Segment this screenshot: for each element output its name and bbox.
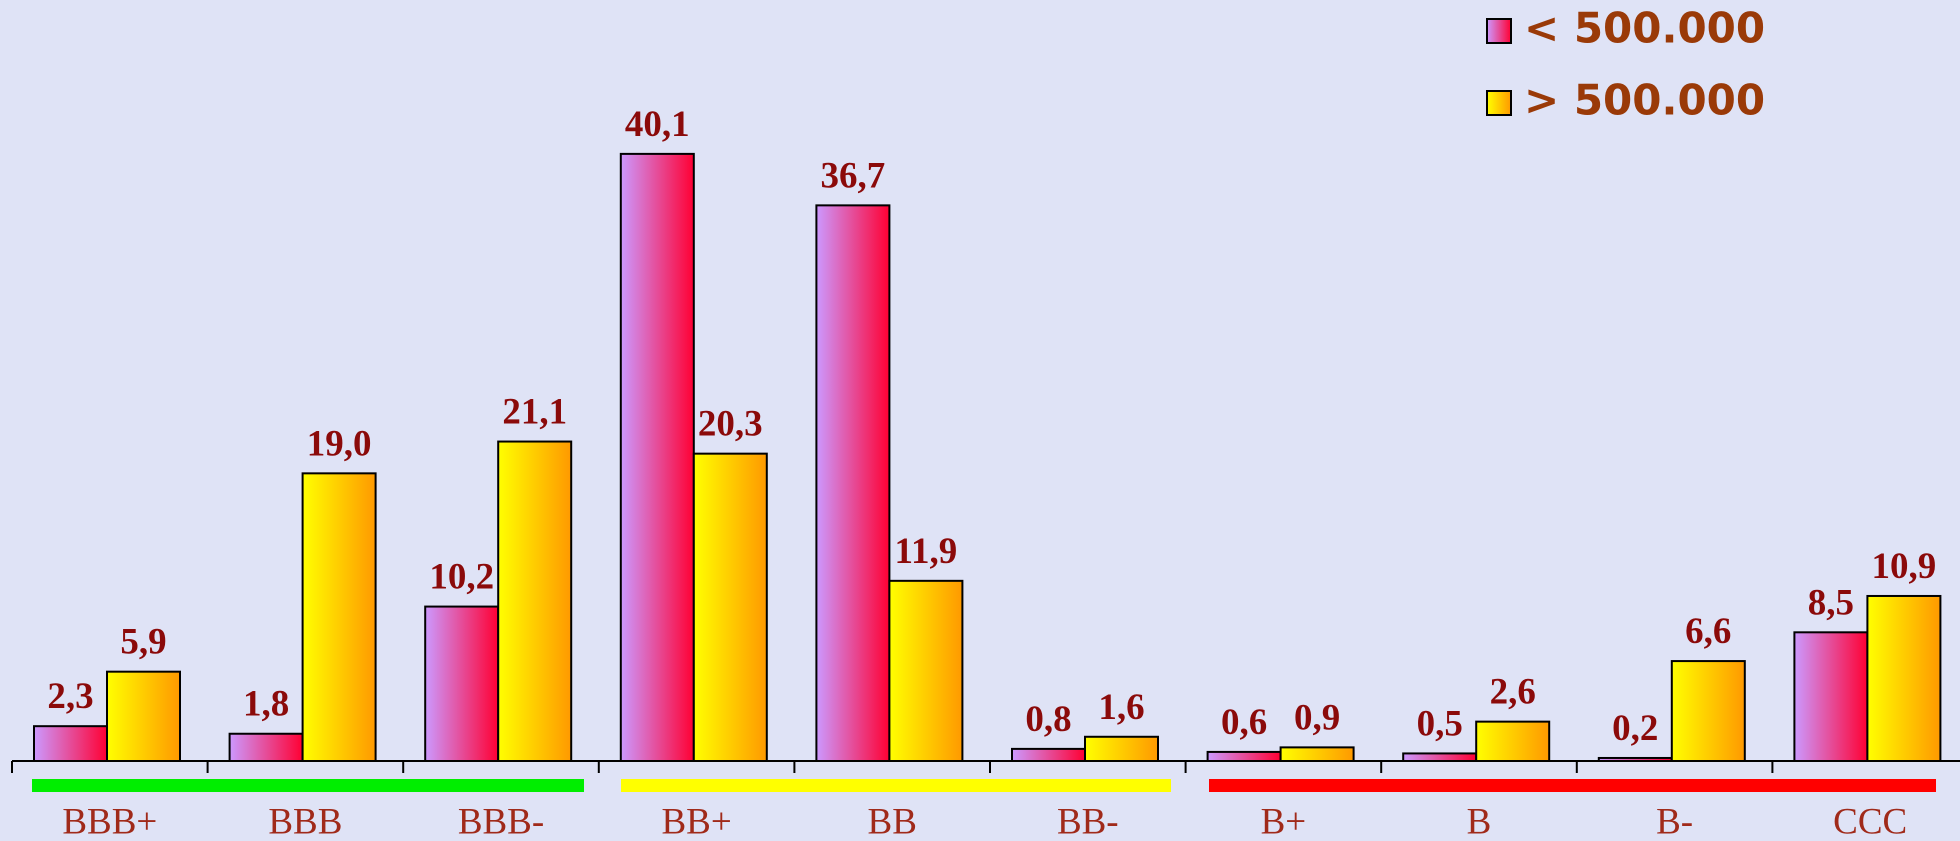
value-label: 0,2 bbox=[1612, 708, 1658, 749]
bar bbox=[1597, 756, 1673, 762]
value-label: 1,6 bbox=[1098, 687, 1144, 728]
bar bbox=[424, 605, 500, 763]
value-label: 0,9 bbox=[1294, 697, 1340, 738]
x-tick-label: BBB- bbox=[458, 801, 544, 841]
value-label: 2,6 bbox=[1490, 672, 1536, 713]
legend-swatch bbox=[1486, 18, 1512, 44]
investment-grade-band bbox=[32, 779, 584, 792]
bar bbox=[106, 670, 181, 763]
value-label: 0,5 bbox=[1417, 703, 1463, 744]
bar bbox=[1206, 750, 1282, 763]
bar bbox=[1475, 720, 1551, 762]
bar bbox=[1670, 660, 1746, 762]
legend-swatch bbox=[1486, 90, 1512, 116]
bar bbox=[301, 472, 377, 762]
bar bbox=[1084, 735, 1159, 763]
bar bbox=[888, 579, 964, 762]
value-label: 5,9 bbox=[120, 622, 166, 663]
x-tick-label: BBB bbox=[268, 801, 342, 841]
value-label: 6,6 bbox=[1685, 611, 1731, 652]
value-label: 21,1 bbox=[502, 392, 567, 433]
value-label: 0,8 bbox=[1025, 699, 1071, 740]
legend-label: > 500.000 bbox=[1524, 76, 1765, 125]
value-label: 2,3 bbox=[47, 676, 93, 717]
x-tick-label: B+ bbox=[1261, 801, 1307, 841]
value-label: 1,8 bbox=[243, 684, 289, 725]
bar bbox=[1402, 752, 1478, 762]
rating-bands bbox=[32, 779, 1936, 792]
bar bbox=[497, 440, 573, 762]
bb-band bbox=[621, 779, 1171, 792]
x-tick-label: BB bbox=[868, 801, 917, 841]
bar bbox=[692, 452, 768, 762]
value-label: 20,3 bbox=[698, 404, 763, 445]
value-label: 10,2 bbox=[429, 557, 494, 598]
x-tick-label: B bbox=[1467, 801, 1492, 841]
bar bbox=[619, 152, 695, 763]
x-tick-label: BBB+ bbox=[62, 801, 157, 841]
value-label: 10,9 bbox=[1872, 546, 1937, 587]
bar bbox=[1866, 594, 1942, 762]
x-tick-label: CCC bbox=[1833, 801, 1907, 841]
legend-label: < 500.000 bbox=[1524, 4, 1765, 53]
value-label: 8,5 bbox=[1808, 582, 1854, 623]
bar bbox=[33, 725, 108, 762]
x-tick-label: BB- bbox=[1057, 801, 1119, 841]
bar bbox=[815, 204, 891, 762]
value-label: 19,0 bbox=[307, 423, 372, 464]
b-band bbox=[1209, 779, 1936, 792]
x-tick-label: BB+ bbox=[661, 801, 731, 841]
value-label: 11,9 bbox=[895, 531, 958, 572]
bar bbox=[228, 732, 304, 762]
value-label: 36,7 bbox=[821, 155, 886, 196]
x-tick-label: B- bbox=[1656, 801, 1693, 841]
bar bbox=[1011, 747, 1086, 762]
bar bbox=[1793, 631, 1869, 762]
value-label: 40,1 bbox=[625, 104, 690, 145]
value-label: 0,6 bbox=[1221, 702, 1267, 743]
bar bbox=[1279, 746, 1355, 763]
